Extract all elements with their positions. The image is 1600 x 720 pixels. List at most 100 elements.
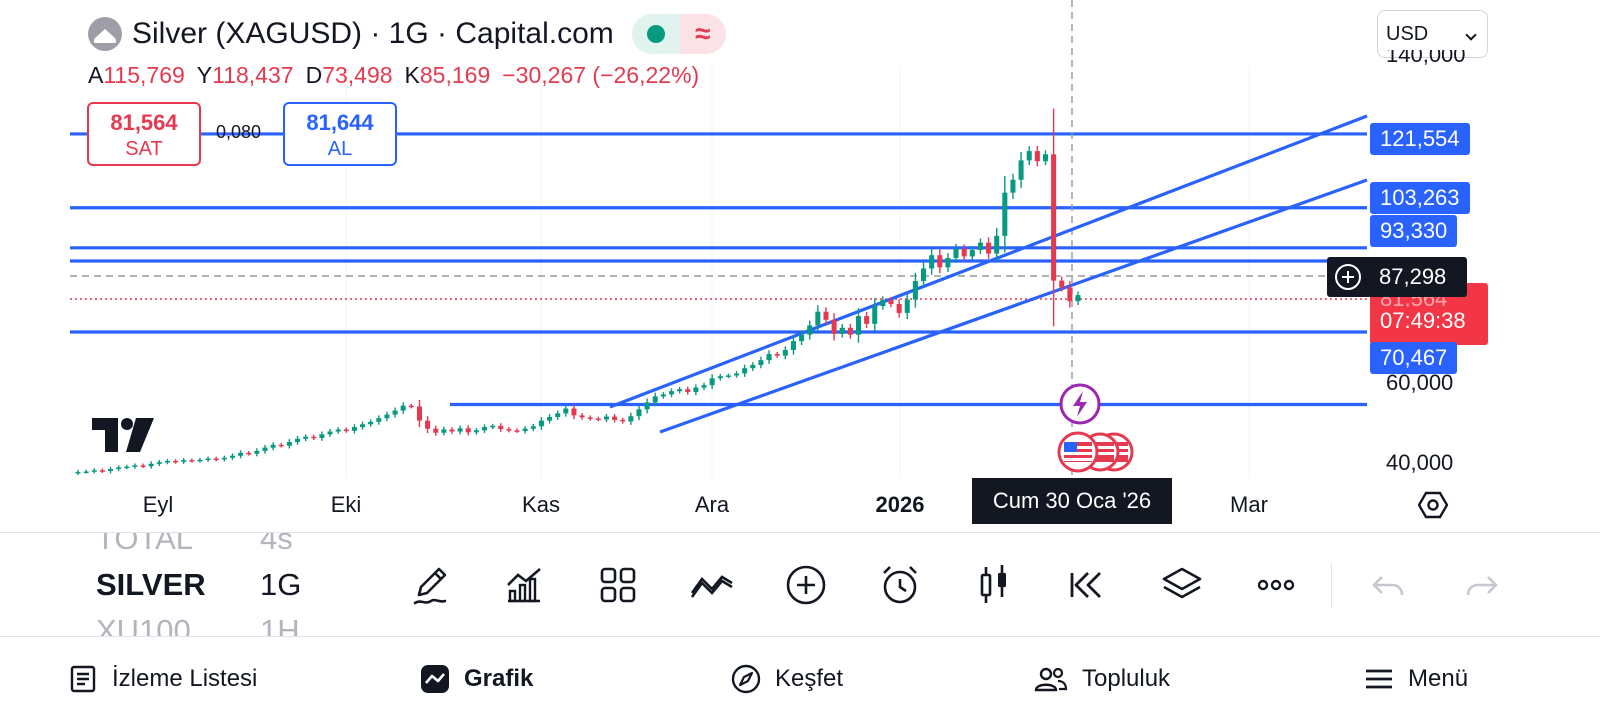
more-button[interactable] xyxy=(1252,561,1300,609)
candle-body xyxy=(99,470,105,472)
more-icon xyxy=(1257,579,1295,591)
market-status-pill[interactable]: ≈ xyxy=(631,14,726,54)
level-label-70[interactable]: 70,467 xyxy=(1370,342,1458,374)
candle-body xyxy=(725,375,731,377)
candle-body xyxy=(238,452,244,456)
candle-body xyxy=(124,466,130,469)
candle-body xyxy=(945,258,951,268)
candle-body xyxy=(132,465,138,467)
watchlist-row-active[interactable]: SILVER 1G xyxy=(96,567,302,602)
add-button[interactable] xyxy=(782,561,830,609)
candle-body xyxy=(449,429,455,432)
candle-body xyxy=(156,462,162,464)
candle-body xyxy=(758,360,764,365)
candle-body xyxy=(652,396,658,403)
candle-body xyxy=(490,425,496,428)
candle-body xyxy=(303,436,309,439)
symbol-header[interactable]: Silver (XAGUSD) · 1G · Capital.com ≈ xyxy=(88,14,726,54)
candle-body xyxy=(327,431,333,435)
chart-icon xyxy=(421,665,449,693)
candle-body xyxy=(343,429,349,432)
nav-menu[interactable]: Menü xyxy=(1364,657,1468,701)
candle-body xyxy=(766,354,772,361)
sell-button[interactable]: 81,564 SAT xyxy=(87,102,201,166)
ohlc-legend: A115,769 Y118,437 D73,498 K85,169 −30,26… xyxy=(88,62,700,88)
candle-body xyxy=(205,458,211,461)
candle-body xyxy=(433,428,439,433)
candle-body xyxy=(888,299,894,305)
nav-community[interactable]: Topluluk xyxy=(1034,657,1170,701)
candle-body xyxy=(91,470,97,472)
level-label-121[interactable]: 121,554 xyxy=(1370,123,1470,155)
candle-body xyxy=(457,428,463,432)
candle-body xyxy=(693,387,699,392)
replay-button[interactable] xyxy=(1064,561,1112,609)
candle-body xyxy=(555,413,561,418)
level-label-103[interactable]: 103,263 xyxy=(1370,182,1470,214)
candle-body xyxy=(977,242,983,250)
compass-icon xyxy=(731,664,761,694)
candle-body xyxy=(75,471,81,474)
chart-area[interactable]: Silver (XAGUSD) · 1G · Capital.com ≈ A11… xyxy=(0,0,1600,540)
candle-body xyxy=(815,311,821,326)
candle-body xyxy=(522,428,528,432)
candle-body xyxy=(839,327,845,334)
add-alert-plus-button[interactable] xyxy=(1327,257,1369,297)
currency-select[interactable]: USD xyxy=(1377,10,1488,58)
pencil-button[interactable] xyxy=(407,561,455,609)
candle-body xyxy=(294,438,301,443)
candle-body xyxy=(921,268,927,282)
chart-settings-icon[interactable] xyxy=(1418,490,1448,520)
nav-watchlist[interactable]: İzleme Listesi xyxy=(68,657,257,701)
candle-body xyxy=(1067,287,1073,302)
drawing-tools-button[interactable] xyxy=(688,561,736,609)
nav-chart[interactable]: Grafik xyxy=(420,657,533,701)
candle-body xyxy=(872,306,878,324)
alert-button[interactable] xyxy=(876,561,924,609)
redo-button[interactable] xyxy=(1458,561,1506,609)
candle-body xyxy=(1042,154,1048,162)
candle-body xyxy=(742,368,748,374)
bottom-navigation: İzleme Listesi Grafik Keşfet Topluluk Me… xyxy=(0,636,1600,720)
buy-button[interactable]: 81,644 AL xyxy=(283,102,397,166)
layers-button[interactable] xyxy=(1158,561,1206,609)
open-value: 115,769 xyxy=(103,62,185,88)
candle-body xyxy=(782,350,788,356)
candle-body xyxy=(189,460,195,462)
indicators-icon xyxy=(507,568,541,603)
lightning-event-icon[interactable] xyxy=(1058,382,1102,426)
indicators-button[interactable] xyxy=(500,561,548,609)
candle-body xyxy=(855,316,862,335)
candle-body xyxy=(717,376,723,379)
candle-body xyxy=(1026,151,1032,161)
community-icon xyxy=(1034,667,1068,692)
watchlist-row[interactable]: TOTAL 4s xyxy=(96,533,293,556)
candle-body xyxy=(392,410,398,415)
candle-body xyxy=(709,378,715,386)
watchlist-switcher[interactable]: TOTAL 4s SILVER 1G XU100 1H xyxy=(96,533,326,637)
symbol-title[interactable]: Silver (XAGUSD) · 1G · Capital.com xyxy=(132,17,614,50)
candle-body xyxy=(823,311,829,320)
chart-type-button[interactable] xyxy=(970,561,1018,609)
crosshair-date-label: Cum 30 Oca '26 xyxy=(972,478,1172,524)
undo-button[interactable] xyxy=(1364,561,1412,609)
nav-community-label: Topluluk xyxy=(1082,665,1171,692)
us-flag-events-icon[interactable] xyxy=(1056,430,1136,474)
layout-button[interactable] xyxy=(594,561,642,609)
candle-body xyxy=(181,460,187,462)
candle-body xyxy=(400,405,406,411)
candle-body xyxy=(547,417,553,421)
currency-value: USD xyxy=(1386,22,1429,45)
watchlist-row[interactable]: XU100 1H xyxy=(96,613,300,637)
channel-lower-line xyxy=(659,178,1368,434)
candle-body xyxy=(644,402,650,410)
candle-body xyxy=(286,442,292,446)
candle-body xyxy=(1018,160,1024,180)
sell-label: SAT xyxy=(125,138,163,160)
nav-explore[interactable]: Keşfet xyxy=(731,657,843,701)
capital-logo-icon xyxy=(88,17,122,51)
candle-body xyxy=(229,455,235,458)
level-label-93[interactable]: 93,330 xyxy=(1370,215,1458,247)
candles-icon xyxy=(980,565,1006,603)
list-icon xyxy=(70,665,96,693)
